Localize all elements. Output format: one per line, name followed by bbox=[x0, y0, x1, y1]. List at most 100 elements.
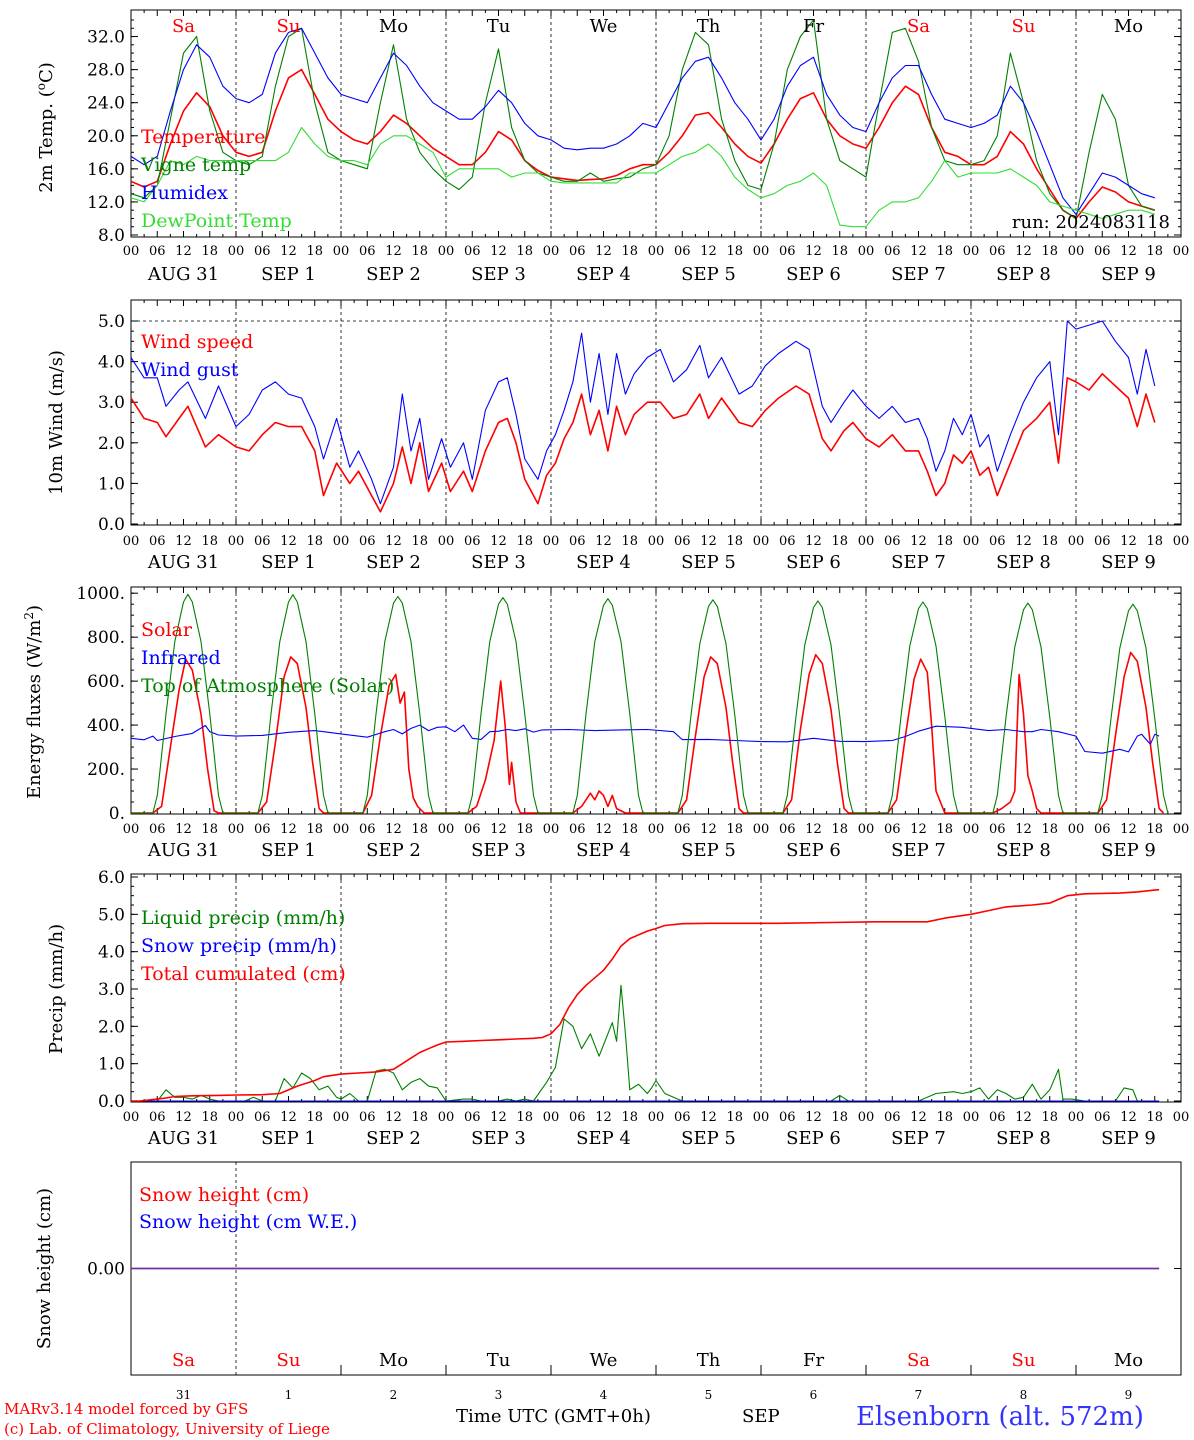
y-tick-label: 0.00 bbox=[87, 1260, 125, 1280]
day-of-week-label: We bbox=[590, 16, 618, 37]
day-of-week-label: Su bbox=[277, 16, 301, 37]
x-hour-label: 00 bbox=[333, 534, 350, 549]
x-hour-label: 12 bbox=[910, 534, 927, 549]
y-tick-label: 3.0 bbox=[98, 980, 125, 1000]
y-axis-label: Energy fluxes (W/m2) bbox=[22, 605, 45, 799]
x-hour-label: 06 bbox=[359, 1110, 376, 1125]
y-tick-label: 4.0 bbox=[98, 353, 125, 373]
x-date-label: SEP 3 bbox=[471, 1128, 526, 1149]
x-hour-label: 00 bbox=[1173, 534, 1190, 549]
legend-entry: Snow precip (mm/h) bbox=[141, 935, 337, 957]
x-hour-label: 00 bbox=[753, 534, 770, 549]
x-date-label: SEP 5 bbox=[681, 1128, 736, 1149]
x-hour-label: 00 bbox=[648, 822, 665, 837]
x-hour-label: 06 bbox=[359, 822, 376, 837]
plot-frame bbox=[130, 299, 1182, 526]
x-date-label: AUG 31 bbox=[147, 552, 219, 573]
x-hour-label: 06 bbox=[779, 822, 796, 837]
day-of-week-label: Mo bbox=[1114, 16, 1143, 37]
x-hour-label: 00 bbox=[123, 534, 140, 549]
x-hour-label: 12 bbox=[595, 1110, 612, 1125]
x-hour-label: 12 bbox=[385, 534, 402, 549]
x-hour-label: 18 bbox=[201, 822, 218, 837]
x-hour-label: 12 bbox=[910, 244, 927, 259]
day-number-label: 6 bbox=[810, 1388, 818, 1402]
x-hour-label: 00 bbox=[753, 244, 770, 259]
month-label: SEP bbox=[742, 1406, 780, 1427]
day-of-week-label: Mo bbox=[379, 1350, 408, 1371]
x-hour-label: 12 bbox=[1120, 822, 1137, 837]
x-hour-label: 18 bbox=[1146, 822, 1163, 837]
x-hour-label: 06 bbox=[569, 534, 586, 549]
x-hour-label: 18 bbox=[306, 1110, 323, 1125]
x-hour-label: 06 bbox=[254, 822, 271, 837]
day-number-label: 31 bbox=[176, 1388, 191, 1402]
x-date-label: SEP 6 bbox=[786, 264, 841, 285]
x-hour-label: 06 bbox=[464, 534, 481, 549]
x-hour-label: 18 bbox=[1041, 534, 1058, 549]
x-date-label: SEP 9 bbox=[1101, 840, 1156, 861]
x-hour-label: 00 bbox=[1068, 1110, 1085, 1125]
series-line-temperature bbox=[130, 68, 1156, 220]
x-hour-label: 18 bbox=[831, 822, 848, 837]
x-hour-label: 00 bbox=[858, 822, 875, 837]
x-hour-label: 06 bbox=[1094, 1110, 1111, 1125]
x-hour-label: 00 bbox=[648, 1110, 665, 1125]
day-of-week-label: Sa bbox=[907, 16, 930, 37]
y-tick-label: 16.0 bbox=[87, 160, 125, 180]
series-line-liquid-precip-mm-h bbox=[131, 984, 1160, 1102]
y-tick-label: 2.0 bbox=[98, 1017, 125, 1037]
x-hour-label: 12 bbox=[1015, 822, 1032, 837]
y-tick-label: 200. bbox=[87, 760, 125, 780]
x-date-label: SEP 4 bbox=[576, 1128, 631, 1149]
x-hour-label: 18 bbox=[411, 822, 428, 837]
x-date-label: SEP 4 bbox=[576, 552, 631, 573]
x-hour-label: 00 bbox=[438, 1110, 455, 1125]
day-of-week-label: Tu bbox=[487, 1350, 511, 1371]
legend-entry: Snow height (cm) bbox=[139, 1184, 309, 1206]
x-hour-label: 00 bbox=[333, 822, 350, 837]
panel-snow: 0.00 Snow height (cm) Snow height (cm) Snow… bbox=[34, 1161, 1182, 1402]
x-hour-label: 00 bbox=[648, 244, 665, 259]
series-line-wind-speed bbox=[130, 373, 1156, 513]
x-hour-label: 12 bbox=[700, 1110, 717, 1125]
x-hour-label: 00 bbox=[123, 1110, 140, 1125]
day-of-week-label: Mo bbox=[1114, 1350, 1143, 1371]
x-hour-label: 18 bbox=[306, 244, 323, 259]
x-date-label: SEP 2 bbox=[366, 552, 421, 573]
x-hour-label: 12 bbox=[280, 1110, 297, 1125]
x-hour-label: 00 bbox=[963, 1110, 980, 1125]
x-hour-label: 00 bbox=[543, 822, 560, 837]
x-hour-label: 00 bbox=[753, 822, 770, 837]
x-hour-label: 12 bbox=[490, 1110, 507, 1125]
y-tick-label: 20.0 bbox=[87, 127, 125, 147]
x-hour-label: 00 bbox=[228, 1110, 245, 1125]
x-hour-label: 18 bbox=[936, 822, 953, 837]
x-hour-label: 06 bbox=[1094, 822, 1111, 837]
y-tick-label: 400. bbox=[87, 716, 125, 736]
day-number-label: 4 bbox=[600, 1388, 608, 1402]
x-hour-label: 06 bbox=[884, 1110, 901, 1125]
day-number-label: 7 bbox=[915, 1388, 923, 1402]
day-of-week-label: Sa bbox=[907, 1350, 930, 1371]
x-hour-label: 12 bbox=[175, 244, 192, 259]
x-hour-label: 06 bbox=[674, 244, 691, 259]
x-hour-label: 12 bbox=[1120, 534, 1137, 549]
x-hour-label: 00 bbox=[963, 534, 980, 549]
x-hour-label: 06 bbox=[569, 244, 586, 259]
y-tick-label: 32.0 bbox=[87, 28, 125, 48]
y-tick-label: 5.0 bbox=[98, 312, 125, 332]
x-hour-label: 06 bbox=[149, 244, 166, 259]
x-hour-label: 12 bbox=[175, 1110, 192, 1125]
x-hour-label: 06 bbox=[989, 1110, 1006, 1125]
x-hour-label: 06 bbox=[779, 244, 796, 259]
x-hour-label: 06 bbox=[884, 244, 901, 259]
y-tick-label: 0.0 bbox=[98, 515, 125, 535]
x-date-label: SEP 1 bbox=[261, 552, 316, 573]
x-hour-label: 12 bbox=[1120, 244, 1137, 259]
x-hour-label: 00 bbox=[858, 244, 875, 259]
x-hour-label: 18 bbox=[411, 534, 428, 549]
x-hour-label: 18 bbox=[726, 1110, 743, 1125]
x-hour-label: 18 bbox=[936, 1110, 953, 1125]
x-hour-label: 06 bbox=[464, 822, 481, 837]
